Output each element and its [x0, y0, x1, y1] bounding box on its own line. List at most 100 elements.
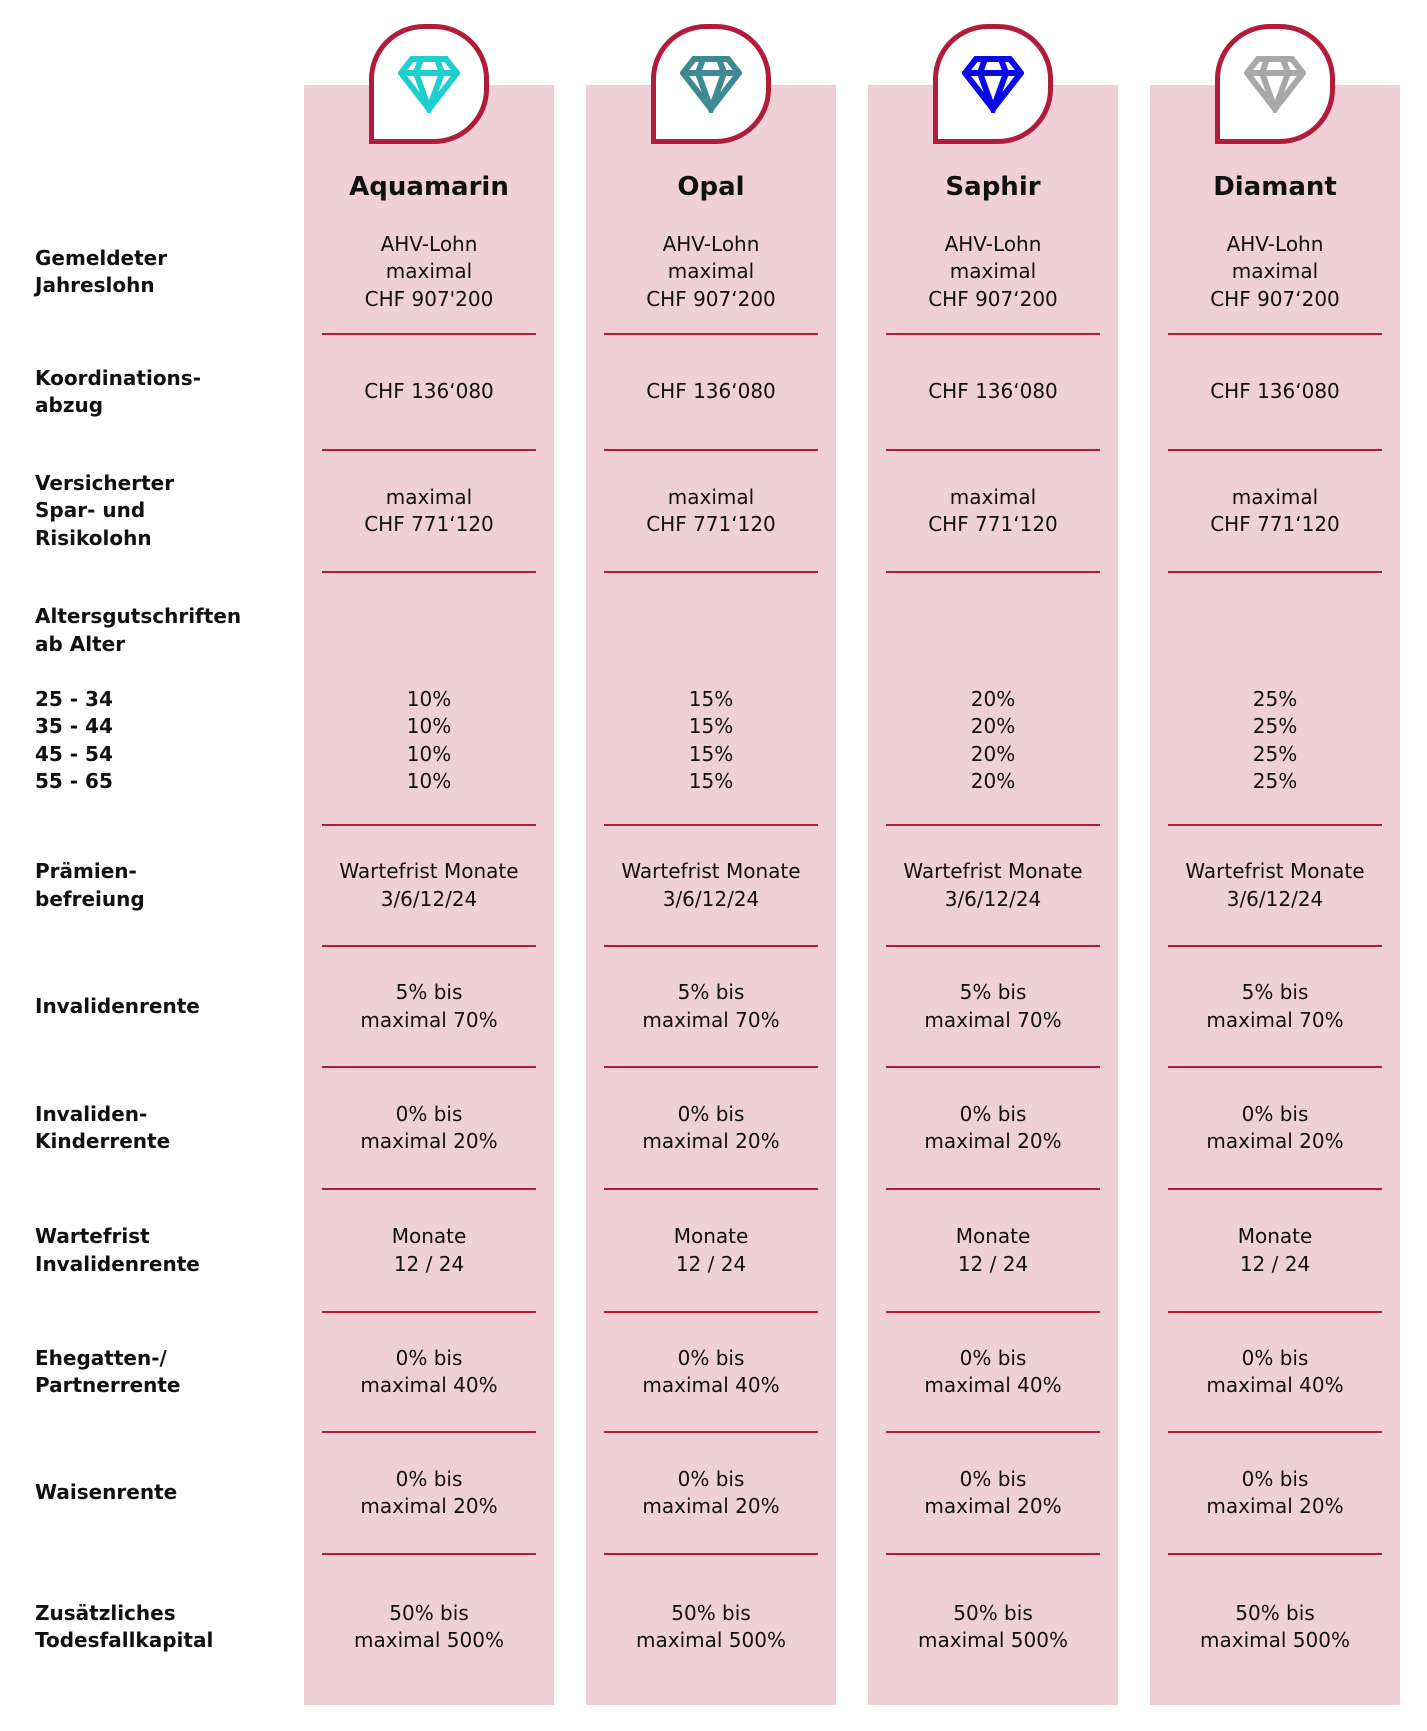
row-label-line: Partnerrente — [35, 1373, 181, 1397]
value-line: maximal 40% — [1206, 1373, 1344, 1397]
value-line — [868, 658, 1118, 686]
value-line: 50% bis — [1235, 1600, 1315, 1625]
row-value: 0% bis maximal 20% — [1150, 1067, 1400, 1189]
row-value: 5% bis maximal 70% — [304, 946, 554, 1067]
value-line: Monate — [673, 1224, 749, 1248]
diamond-icon — [1244, 56, 1306, 113]
row-separator — [1168, 1553, 1382, 1555]
row-label: Ehegatten-/ Partnerrente — [35, 1312, 295, 1432]
plan-title: Saphir — [945, 172, 1041, 202]
row-value: 20% 20% 20% 20% — [868, 572, 1118, 856]
row-separator — [1168, 824, 1382, 826]
value-line: 3/6/12/24 — [380, 886, 478, 911]
value-line: maximal 40% — [642, 1373, 780, 1397]
value-line: 10% — [406, 741, 452, 766]
row-separator — [886, 571, 1100, 573]
value-line: 50% bis — [671, 1600, 751, 1625]
row-separator — [886, 1311, 1100, 1313]
row-label-line: Koordinations- — [35, 365, 201, 390]
value-line: 5% bis — [677, 980, 745, 1004]
value-line: Wartefrist Monate — [1185, 859, 1365, 883]
row-value: maximal CHF 771‘120 — [304, 450, 554, 572]
plan-badge — [1215, 24, 1335, 144]
value-line: CHF 907‘200 — [928, 286, 1058, 311]
row-separator — [886, 1431, 1100, 1433]
row-separator — [1168, 945, 1382, 947]
value-line: AHV-Lohn — [380, 231, 478, 256]
value-line: 12 / 24 — [957, 1251, 1029, 1276]
row-value: 0% bis maximal 20% — [868, 1432, 1118, 1554]
row-label-line: ab Alter — [35, 631, 126, 656]
value-line: maximal 70% — [360, 1007, 498, 1032]
value-line: Monate — [955, 1224, 1031, 1248]
value-line: 3/6/12/24 — [1226, 886, 1324, 911]
row-label-line: 25 - 34 — [35, 686, 113, 711]
row-label-line: Altersgutschriften — [35, 604, 242, 628]
row-value: 0% bis maximal 40% — [586, 1312, 836, 1432]
row-value: maximal CHF 771‘120 — [1150, 450, 1400, 572]
value-line: 15% — [688, 714, 734, 738]
value-line: maximal 20% — [924, 1494, 1062, 1518]
value-line: 0% bis — [1241, 1345, 1309, 1370]
diamond-icon — [962, 56, 1024, 113]
value-line: AHV-Lohn — [944, 231, 1042, 256]
value-line — [586, 603, 836, 631]
row-label-line: Invaliden- — [35, 1101, 148, 1126]
value-line: maximal — [949, 484, 1037, 509]
row-value: AHV-Lohn maximal CHF 907‘200 — [586, 210, 836, 334]
value-line — [868, 631, 1118, 659]
row-separator — [604, 449, 818, 451]
row-separator — [1168, 333, 1382, 335]
row-value: AHV-Lohn maximal CHF 907‘200 — [1150, 210, 1400, 334]
row-separator — [1168, 1431, 1382, 1433]
value-line: Monate — [1237, 1224, 1313, 1248]
row-separator — [604, 333, 818, 335]
value-line: CHF 136‘080 — [646, 379, 776, 404]
value-line — [1150, 603, 1400, 631]
row-label: Koordinations-abzug — [35, 334, 295, 450]
value-line: 15% — [688, 769, 734, 793]
value-line: maximal 70% — [1206, 1007, 1344, 1032]
plan-badge — [933, 24, 1053, 144]
row-label-line: Wartefrist — [35, 1224, 150, 1248]
row-value: AHV-Lohn maximal CHF 907'200 — [304, 210, 554, 334]
row-separator — [886, 1066, 1100, 1068]
row-value: CHF 136‘080 — [304, 334, 554, 450]
row-value: 0% bis maximal 40% — [304, 1312, 554, 1432]
row-label-line: Invalidenrente — [35, 1251, 200, 1276]
plan-column-saphir — [868, 85, 1118, 1705]
value-line: maximal — [385, 259, 473, 284]
plan-title: Diamant — [1213, 172, 1337, 202]
value-line: 0% bis — [395, 1466, 463, 1491]
row-separator — [604, 1311, 818, 1313]
value-line: 50% bis — [953, 1600, 1033, 1625]
row-value: 0% bis maximal 20% — [304, 1067, 554, 1189]
value-line: 5% bis — [1241, 980, 1309, 1004]
value-line: 0% bis — [677, 1345, 745, 1370]
value-line: 0% bis — [1241, 1466, 1309, 1491]
row-separator — [322, 1066, 536, 1068]
value-line — [304, 631, 554, 659]
value-line: maximal — [667, 259, 755, 284]
row-value: 25% 25% 25% 25% — [1150, 572, 1400, 856]
row-value: 0% bis maximal 40% — [868, 1312, 1118, 1432]
row-value: Wartefrist Monate 3/6/12/24 — [586, 825, 836, 946]
row-label-line: Risikolohn — [35, 525, 152, 550]
value-line: 12 / 24 — [393, 1251, 465, 1276]
row-separator — [322, 333, 536, 335]
value-line: maximal 20% — [924, 1129, 1062, 1153]
value-line: 25% — [1252, 714, 1298, 738]
value-line: Wartefrist Monate — [339, 859, 519, 883]
row-separator — [886, 945, 1100, 947]
value-line: maximal 70% — [642, 1007, 780, 1032]
value-line: 25% — [1252, 769, 1298, 793]
value-line: 10% — [406, 714, 452, 738]
value-line: 0% bis — [959, 1101, 1027, 1126]
row-separator — [886, 824, 1100, 826]
value-line: 50% bis — [389, 1600, 469, 1625]
value-line: CHF 771‘120 — [928, 512, 1058, 536]
value-line — [868, 603, 1118, 631]
row-label: Invalidenrente — [35, 946, 295, 1067]
row-label-line: befreiung — [35, 886, 145, 911]
value-line: maximal — [385, 484, 473, 509]
